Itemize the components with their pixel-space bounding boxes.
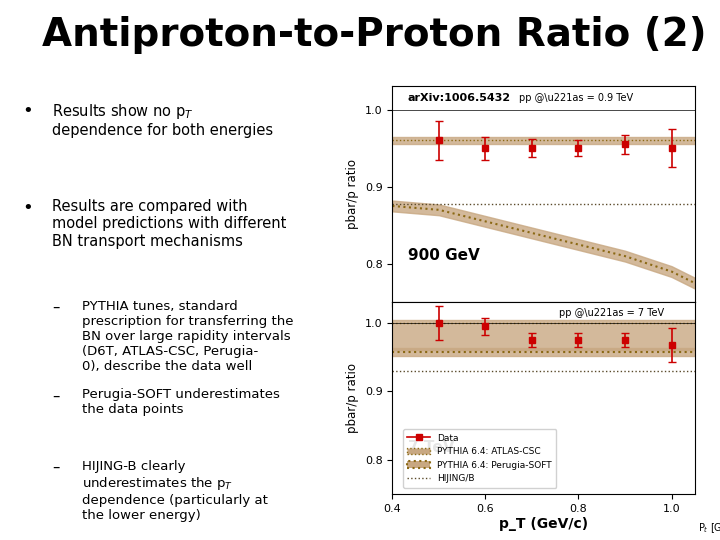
Text: –: – (52, 460, 59, 475)
Text: Results show no p$_T$
dependence for both energies: Results show no p$_T$ dependence for bot… (52, 102, 273, 138)
Text: pp @\u221as = 7 TeV: pp @\u221as = 7 TeV (559, 308, 664, 318)
Text: 41: 41 (681, 518, 698, 532)
Text: –: – (52, 388, 59, 403)
Text: 900 GeV: 900 GeV (408, 248, 480, 264)
Text: Results are compared with
model predictions with different
BN transport mechanis: Results are compared with model predicti… (52, 199, 287, 249)
Y-axis label: pbar/p ratio: pbar/p ratio (346, 159, 359, 230)
Text: arXiv:1006.5432: arXiv:1006.5432 (408, 93, 510, 103)
Text: pp @\u221as = 0.9 TeV: pp @\u221as = 0.9 TeV (519, 93, 634, 103)
Text: •: • (22, 199, 32, 217)
Text: Low pT Measurements and Particle ID at LHC - Jan Fiete Grosse-Oetringhaus: Low pT Measurements and Particle ID at L… (36, 520, 432, 530)
Text: P$_t$ [GeV/c]: P$_t$ [GeV/c] (698, 521, 720, 535)
Text: Perugia-SOFT underestimates
the data points: Perugia-SOFT underestimates the data poi… (82, 388, 279, 416)
Y-axis label: pbar/p ratio: pbar/p ratio (346, 363, 359, 433)
Text: •: • (22, 102, 32, 120)
Legend: Data, PYTHIA 6.4: ATLAS-CSC, PYTHIA 6.4: Perugia-SOFT, HIJING/B: Data, PYTHIA 6.4: ATLAS-CSC, PYTHIA 6.4:… (403, 429, 557, 488)
X-axis label: p_T (GeV/c): p_T (GeV/c) (499, 517, 588, 531)
Text: PYTHIA tunes, standard
prescription for transferring the
BN over large rapidity : PYTHIA tunes, standard prescription for … (82, 300, 293, 373)
Text: –: – (52, 300, 59, 315)
Text: HIJING-B clearly
underestimates the p$_T$
dependence (particularly at
the lower : HIJING-B clearly underestimates the p$_T… (82, 460, 268, 523)
Text: CERN: CERN (33, 28, 75, 42)
Text: Antiproton-to-Proton Ratio (2): Antiproton-to-Proton Ratio (2) (42, 16, 707, 54)
Text: 7 TeV: 7 TeV (408, 441, 454, 455)
